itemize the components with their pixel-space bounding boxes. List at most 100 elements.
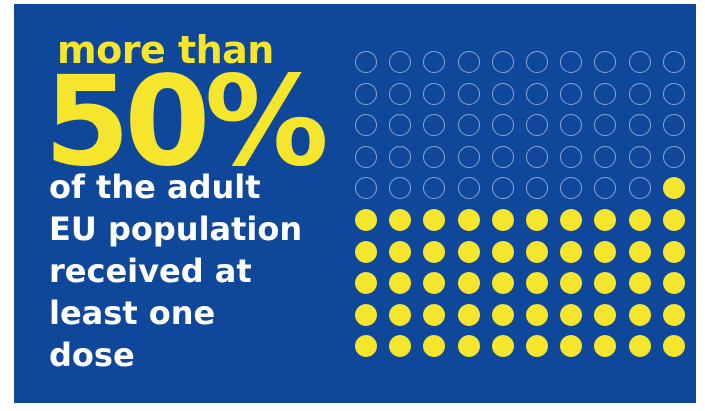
filled-dot bbox=[628, 209, 651, 231]
filled-dot bbox=[628, 303, 651, 326]
empty-dot bbox=[662, 51, 685, 73]
filled-dot bbox=[491, 272, 514, 295]
empty-dot bbox=[423, 145, 446, 168]
filled-dot bbox=[389, 303, 412, 326]
filled-dot bbox=[423, 303, 446, 326]
empty-dot bbox=[628, 51, 651, 73]
empty-dot bbox=[389, 82, 412, 105]
empty-dot bbox=[355, 51, 377, 73]
filled-dot bbox=[662, 240, 685, 263]
filled-dot bbox=[389, 240, 412, 263]
filled-dot bbox=[560, 209, 583, 231]
filled-dot bbox=[560, 272, 583, 295]
filled-dot bbox=[389, 272, 412, 295]
empty-dot bbox=[560, 82, 583, 105]
filled-dot bbox=[662, 209, 685, 231]
empty-dot bbox=[560, 114, 583, 137]
filled-dot bbox=[491, 240, 514, 263]
empty-dot bbox=[355, 114, 377, 137]
filled-dot bbox=[457, 303, 480, 326]
empty-dot bbox=[662, 82, 685, 105]
filled-dot bbox=[628, 240, 651, 263]
filled-dot bbox=[526, 209, 548, 231]
empty-dot bbox=[491, 145, 514, 168]
empty-dot bbox=[457, 82, 480, 105]
description-text: of the adult EU population received at l… bbox=[49, 166, 302, 376]
filled-dot bbox=[491, 209, 514, 231]
filled-dot bbox=[662, 272, 685, 295]
filled-dot bbox=[389, 209, 412, 231]
empty-dot bbox=[594, 145, 617, 168]
headline-prefix: more than bbox=[57, 28, 274, 72]
filled-dot bbox=[457, 335, 480, 358]
filled-dot bbox=[560, 240, 583, 263]
empty-dot bbox=[457, 114, 480, 137]
empty-dot bbox=[662, 114, 685, 137]
empty-dot bbox=[457, 145, 480, 168]
population-dot-grid bbox=[355, 51, 687, 358]
empty-dot bbox=[662, 145, 685, 168]
infographic-panel bbox=[14, 4, 696, 403]
description-line: received at bbox=[49, 252, 252, 290]
empty-dot bbox=[423, 177, 446, 200]
empty-dot bbox=[628, 114, 651, 137]
filled-dot bbox=[594, 303, 617, 326]
filled-dot bbox=[560, 303, 583, 326]
empty-dot bbox=[423, 51, 446, 73]
filled-dot bbox=[594, 272, 617, 295]
filled-dot bbox=[355, 335, 377, 358]
headline-figure: 50% bbox=[44, 50, 329, 194]
empty-dot bbox=[526, 177, 548, 200]
empty-dot bbox=[389, 145, 412, 168]
empty-dot bbox=[526, 82, 548, 105]
filled-dot bbox=[662, 303, 685, 326]
empty-dot bbox=[423, 114, 446, 137]
filled-dot bbox=[628, 272, 651, 295]
empty-dot bbox=[594, 51, 617, 73]
filled-dot bbox=[662, 177, 685, 200]
empty-dot bbox=[457, 177, 480, 200]
filled-dot bbox=[457, 240, 480, 263]
empty-dot bbox=[560, 177, 583, 200]
empty-dot bbox=[594, 177, 617, 200]
description-line: dose bbox=[49, 336, 135, 374]
filled-dot bbox=[423, 272, 446, 295]
empty-dot bbox=[526, 114, 548, 137]
filled-dot bbox=[662, 335, 685, 358]
empty-dot bbox=[423, 82, 446, 105]
empty-dot bbox=[491, 51, 514, 73]
filled-dot bbox=[355, 272, 377, 295]
empty-dot bbox=[389, 51, 412, 73]
empty-dot bbox=[526, 51, 548, 73]
description-line: EU population bbox=[49, 210, 303, 248]
empty-dot bbox=[560, 145, 583, 168]
empty-dot bbox=[457, 51, 480, 73]
filled-dot bbox=[355, 240, 377, 263]
description-line: of the adult bbox=[49, 168, 261, 206]
empty-dot bbox=[628, 145, 651, 168]
filled-dot bbox=[594, 209, 617, 231]
empty-dot bbox=[355, 177, 377, 200]
description-line: least one bbox=[49, 294, 216, 332]
filled-dot bbox=[560, 335, 583, 358]
filled-dot bbox=[526, 272, 548, 295]
empty-dot bbox=[389, 114, 412, 137]
filled-dot bbox=[457, 209, 480, 231]
filled-dot bbox=[423, 209, 446, 231]
filled-dot bbox=[526, 240, 548, 263]
filled-dot bbox=[389, 335, 412, 358]
empty-dot bbox=[594, 114, 617, 137]
empty-dot bbox=[355, 145, 377, 168]
filled-dot bbox=[526, 335, 548, 358]
filled-dot bbox=[628, 335, 651, 358]
filled-dot bbox=[355, 303, 377, 326]
filled-dot bbox=[594, 335, 617, 358]
empty-dot bbox=[355, 82, 377, 105]
filled-dot bbox=[594, 240, 617, 263]
filled-dot bbox=[355, 209, 377, 231]
empty-dot bbox=[628, 177, 651, 200]
empty-dot bbox=[628, 82, 651, 105]
empty-dot bbox=[594, 82, 617, 105]
empty-dot bbox=[491, 82, 514, 105]
